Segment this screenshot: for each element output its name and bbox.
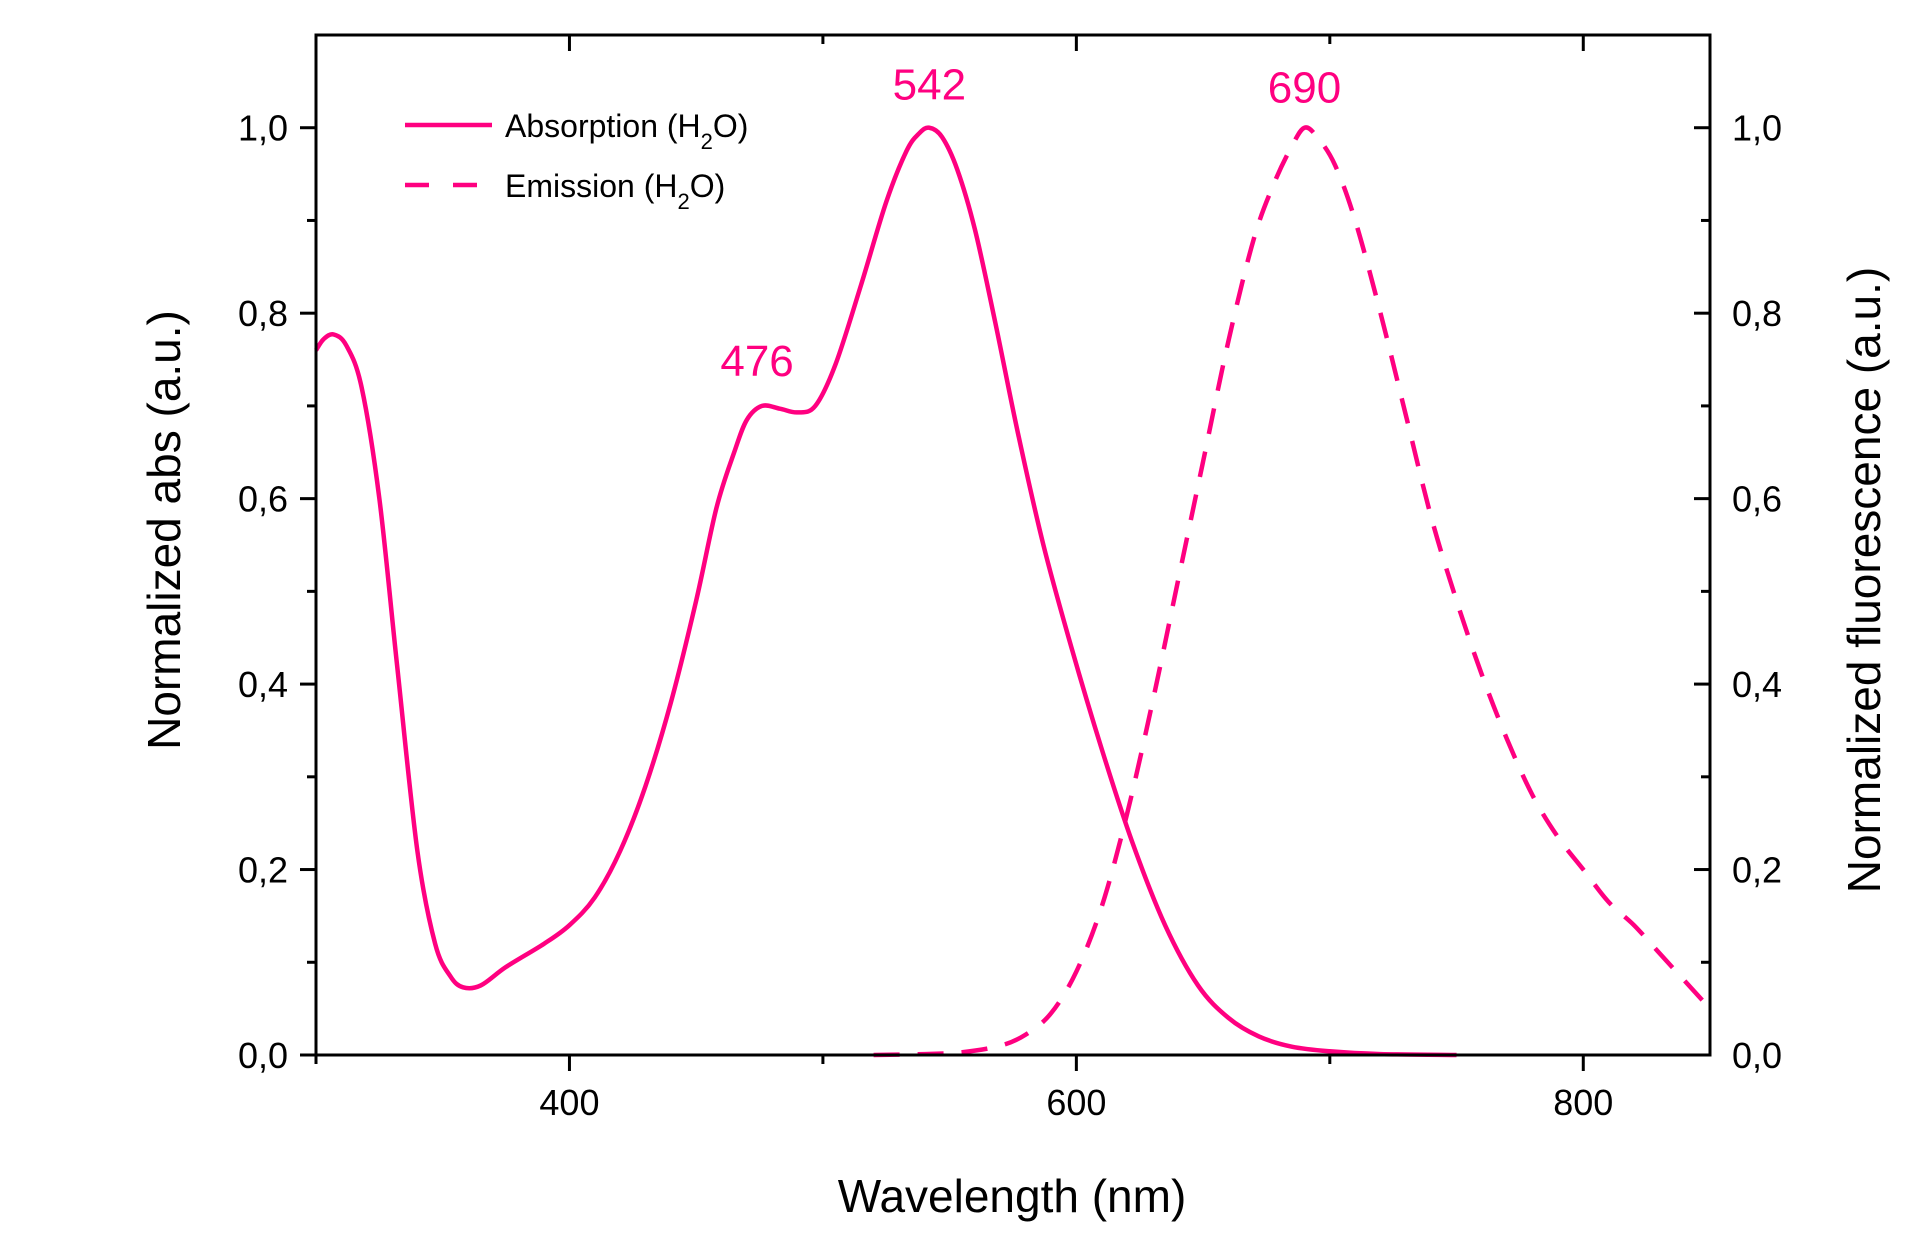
plot-frame — [314, 33, 1712, 1057]
legend-emission-label: Emission (H2O) — [505, 168, 725, 214]
y2-tick-label: 0,8 — [1732, 293, 1782, 334]
absorption-line — [314, 125, 1457, 1058]
peak-label-476: 476 — [720, 337, 793, 386]
x-tick-label: 400 — [539, 1082, 599, 1123]
y-tick-label: 0,0 — [238, 1035, 288, 1076]
y-tick-label: 1,0 — [238, 108, 288, 149]
y2-tick-label: 0,4 — [1732, 664, 1782, 705]
x-tick-label: 800 — [1553, 1082, 1613, 1123]
y2-tick-label: 1,0 — [1732, 108, 1782, 149]
legend-absorption-label: Absorption (H2O) — [505, 108, 748, 154]
y-tick-label: 0,4 — [238, 664, 288, 705]
x-tick-label: 600 — [1046, 1082, 1106, 1123]
plot-area — [314, 125, 1712, 1058]
peak-label-690: 690 — [1268, 64, 1341, 113]
y-tick-label: 0,8 — [238, 293, 288, 334]
peak-annotations: 476 542 690 — [720, 61, 1341, 386]
y-tick-label: 0,2 — [238, 850, 288, 891]
x-axis-title: Wavelength (nm) — [838, 1170, 1187, 1222]
y2-tick-label: 0,0 — [1732, 1035, 1782, 1076]
y2-tick-label: 0,2 — [1732, 850, 1782, 891]
peak-label-542: 542 — [893, 61, 966, 110]
y2-tick-label: 0,6 — [1732, 479, 1782, 520]
y-axis-title: Normalized abs (a.u.) — [138, 310, 190, 750]
emission-line — [873, 125, 1712, 1058]
y-tick-label: 0,6 — [238, 479, 288, 520]
y2-axis-title: Normalized fluorescence (a.u.) — [1838, 267, 1890, 893]
legend: Absorption (H2O) Emission (H2O) — [405, 108, 748, 214]
axes: 400 600 800 0,0 0,0 0,2 0,2 0,4 0,4 0,6 0,6 0,8 0,8 1… — [238, 33, 1782, 1123]
